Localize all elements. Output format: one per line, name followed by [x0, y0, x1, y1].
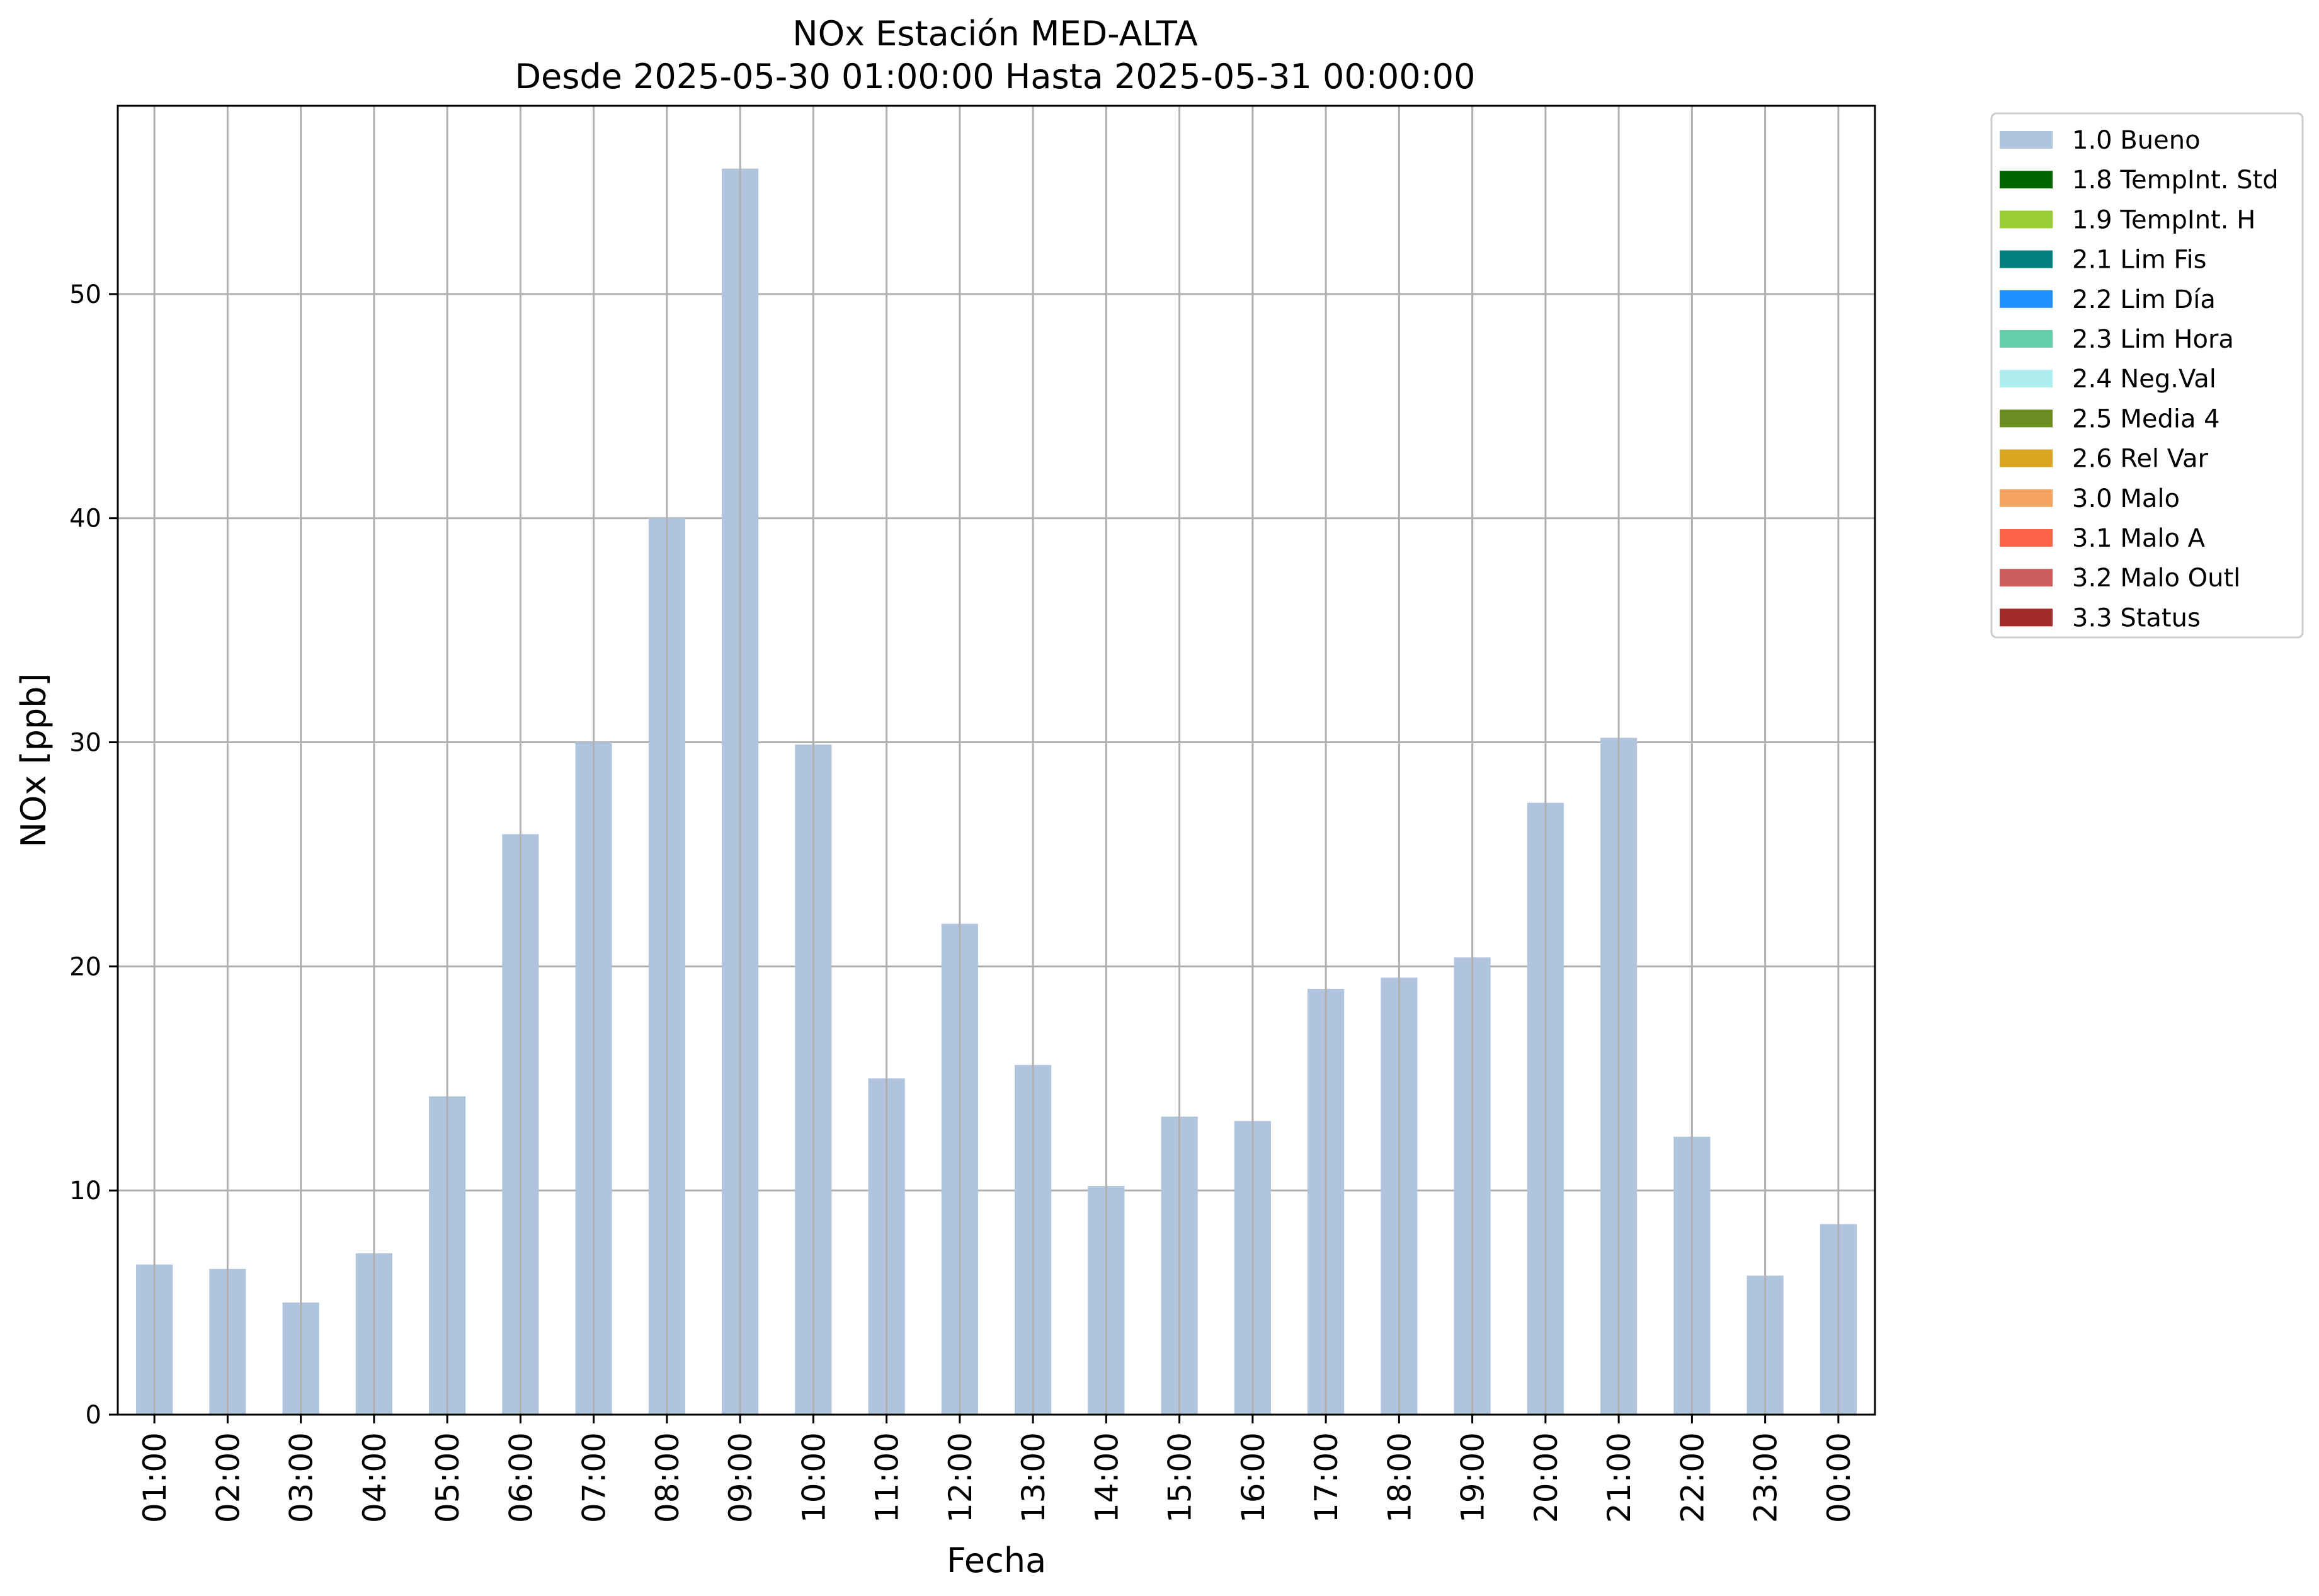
- legend-swatch: [2000, 489, 2053, 507]
- x-tick-label: 05:00: [430, 1432, 466, 1523]
- legend-label: 2.6 Rel Var: [2072, 445, 2209, 474]
- legend-label: 2.5 Media 4: [2072, 404, 2220, 433]
- legend-swatch: [2000, 290, 2053, 308]
- legend-swatch: [2000, 569, 2053, 587]
- x-tick-label: 13:00: [1015, 1432, 1052, 1523]
- y-tick-label: 0: [86, 1401, 101, 1430]
- legend-swatch: [2000, 210, 2053, 229]
- legend-swatch: [2000, 250, 2053, 268]
- x-tick-label: 11:00: [869, 1432, 906, 1523]
- y-tick-label: 50: [69, 280, 101, 309]
- x-tick-label: 03:00: [283, 1432, 320, 1523]
- x-tick-label: 20:00: [1528, 1432, 1564, 1523]
- legend-swatch: [2000, 449, 2053, 467]
- plot-area-frame: [117, 105, 1876, 1416]
- x-tick-label: 15:00: [1162, 1432, 1199, 1523]
- legend-swatch: [2000, 608, 2053, 627]
- legend-swatch: [2000, 370, 2053, 388]
- legend-label: 3.3 Status: [2072, 603, 2201, 632]
- legend-label: 2.1 Lim Fis: [2072, 246, 2206, 275]
- x-tick-label: 19:00: [1455, 1432, 1491, 1523]
- x-tick-label: 18:00: [1381, 1432, 1418, 1523]
- x-tick-label: 02:00: [210, 1432, 246, 1523]
- y-tick-label: 40: [69, 504, 101, 533]
- legend-label: 2.3 Lim Hora: [2072, 325, 2234, 354]
- chart-subtitle: Desde 2025-05-30 01:00:00 Hasta 2025-05-…: [515, 57, 1475, 96]
- y-axis-ticks: 0 10 20 30 40 50: [69, 280, 118, 1430]
- legend-swatch: [2000, 330, 2053, 348]
- legend-label: 3.1 Malo A: [2072, 524, 2206, 553]
- x-grid-lines: [153, 106, 1840, 1415]
- legend-label: 1.0 Bueno: [2072, 126, 2201, 155]
- x-axis-ticks: 01:00 02:00 03:00 04:00 05:00 06:00 07:00 08:00…: [137, 1415, 1857, 1523]
- x-tick-label: 16:00: [1235, 1432, 1272, 1523]
- legend-swatch: [2000, 409, 2053, 428]
- legend-swatch: [2000, 171, 2053, 189]
- y-axis-label: NOx [ppb]: [14, 673, 54, 848]
- legend: 1.0 Bueno 1.8 TempInt. Std 1.9 TempInt. H 2…: [1990, 112, 2304, 639]
- chart-title: NOx Estación MED-ALTA: [792, 14, 1198, 54]
- x-tick-label: 09:00: [722, 1432, 759, 1523]
- x-tick-label: 08:00: [649, 1432, 686, 1523]
- legend-label: 2.2 Lim Día: [2072, 285, 2216, 314]
- x-tick-label: 17:00: [1308, 1432, 1345, 1523]
- legend-label: 3.0 Malo: [2072, 484, 2180, 513]
- y-tick-label: 10: [69, 1177, 101, 1206]
- x-tick-label: 07:00: [576, 1432, 613, 1523]
- x-tick-label: 14:00: [1088, 1432, 1125, 1523]
- legend-swatch: [2000, 131, 2053, 149]
- legend-label: 3.2 Malo Outl: [2072, 564, 2240, 593]
- x-axis-label: Fecha: [947, 1541, 1046, 1580]
- x-tick-label: 12:00: [942, 1432, 979, 1523]
- x-tick-label: 23:00: [1748, 1432, 1784, 1523]
- legend-label: 2.4 Neg.Val: [2072, 365, 2216, 394]
- x-tick-label: 21:00: [1601, 1432, 1638, 1523]
- x-tick-label: 10:00: [795, 1432, 832, 1523]
- x-tick-label: 22:00: [1674, 1432, 1711, 1523]
- legend-swatch: [2000, 529, 2053, 547]
- legend-label: 1.8 TempInt. Std: [2072, 166, 2279, 195]
- legend-frame: [1990, 112, 2304, 639]
- x-tick-label: 00:00: [1821, 1432, 1857, 1523]
- y-tick-label: 30: [69, 729, 101, 758]
- x-tick-label: 01:00: [137, 1432, 173, 1523]
- legend-label: 1.9 TempInt. H: [2072, 205, 2255, 234]
- x-tick-label: 06:00: [503, 1432, 539, 1523]
- x-tick-label: 04:00: [356, 1432, 393, 1523]
- y-tick-label: 20: [69, 952, 101, 981]
